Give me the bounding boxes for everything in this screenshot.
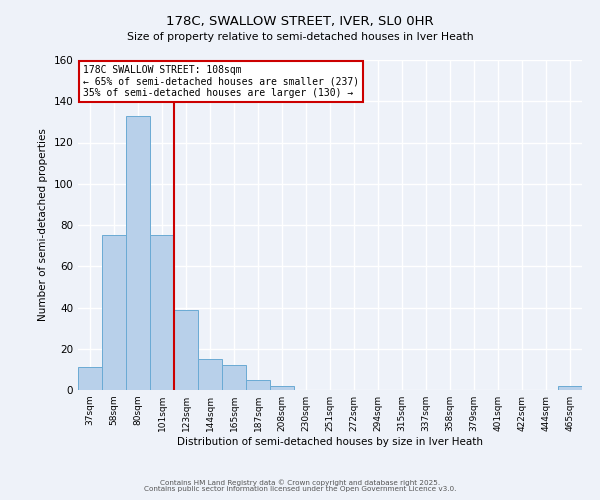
- Text: 178C SWALLOW STREET: 108sqm
← 65% of semi-detached houses are smaller (237)
35% : 178C SWALLOW STREET: 108sqm ← 65% of sem…: [83, 65, 359, 98]
- Bar: [126, 116, 150, 390]
- Bar: [78, 368, 102, 390]
- Bar: [558, 386, 582, 390]
- Bar: [246, 380, 270, 390]
- Bar: [174, 310, 198, 390]
- Bar: [270, 386, 294, 390]
- Text: Contains HM Land Registry data © Crown copyright and database right 2025.
Contai: Contains HM Land Registry data © Crown c…: [144, 479, 456, 492]
- Bar: [222, 365, 246, 390]
- Bar: [150, 236, 174, 390]
- Y-axis label: Number of semi-detached properties: Number of semi-detached properties: [38, 128, 48, 322]
- Text: 178C, SWALLOW STREET, IVER, SL0 0HR: 178C, SWALLOW STREET, IVER, SL0 0HR: [166, 15, 434, 28]
- Bar: [198, 359, 222, 390]
- Bar: [102, 236, 126, 390]
- X-axis label: Distribution of semi-detached houses by size in Iver Heath: Distribution of semi-detached houses by …: [177, 437, 483, 447]
- Text: Size of property relative to semi-detached houses in Iver Heath: Size of property relative to semi-detach…: [127, 32, 473, 42]
